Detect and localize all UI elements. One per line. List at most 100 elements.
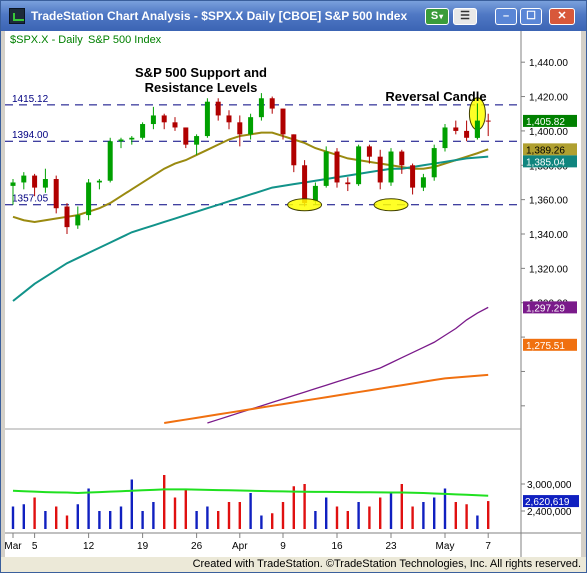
candle-body xyxy=(215,101,221,116)
last-value-label: 1,385.04 xyxy=(526,157,565,168)
volume-bar xyxy=(227,502,231,529)
candle-body xyxy=(269,98,275,109)
volume-bar xyxy=(357,502,360,529)
volume-bar xyxy=(389,493,393,529)
volume-bar xyxy=(422,502,425,529)
volume-bar xyxy=(400,484,403,529)
candle-body xyxy=(86,182,92,216)
window-title: TradeStation Chart Analysis - $SPX.X Dai… xyxy=(31,9,408,23)
footer-bar: Created with TradeStation. ©TradeStation… xyxy=(1,557,586,572)
volume-bar xyxy=(281,502,285,529)
volume-bar xyxy=(44,511,47,529)
candle-body xyxy=(96,180,102,183)
price-volume-chart[interactable]: $SPX.X - Daily S&P 500 Index 1415.12 1394… xyxy=(4,31,581,557)
time-tick-label: 19 xyxy=(137,541,149,552)
last-value-badge xyxy=(523,301,577,314)
volume-bar xyxy=(206,506,209,529)
volume-bar xyxy=(346,511,349,529)
symbol-label: $SPX.X - Daily xyxy=(10,34,83,46)
candle-body xyxy=(485,120,491,122)
candle-body xyxy=(356,146,362,185)
volume-bar xyxy=(76,504,79,529)
last-value-badge xyxy=(523,143,577,156)
volume-bar xyxy=(260,515,263,529)
volume-bar xyxy=(119,506,123,529)
volume-bar xyxy=(292,486,295,529)
volume-bar xyxy=(271,513,274,529)
last-value-label: 1,297.29 xyxy=(526,303,565,314)
chart-plot-area[interactable]: $SPX.X - Daily S&P 500 Index 1415.12 1394… xyxy=(4,31,581,557)
candle-body xyxy=(258,98,264,118)
minimize-icon[interactable]: – xyxy=(495,8,517,25)
time-tick-label: 5 xyxy=(32,541,38,552)
symbol-link-label: S xyxy=(430,10,439,22)
volume-bar xyxy=(163,475,166,529)
lines-menu-icon[interactable]: ☰ xyxy=(453,8,477,25)
last-value-label: 1,405.82 xyxy=(526,117,565,128)
volume-bar xyxy=(379,497,382,529)
candle-body xyxy=(280,108,286,135)
price-tick-label: 1,400.00 xyxy=(529,127,568,138)
candle-body xyxy=(366,146,372,157)
volume-bar xyxy=(411,506,414,529)
highlight-ellipse xyxy=(287,198,323,212)
candle-body xyxy=(129,137,135,140)
volume-bar xyxy=(184,488,187,529)
candle-body xyxy=(150,115,156,125)
time-tick-label: 9 xyxy=(280,541,286,552)
volume-bar xyxy=(325,497,328,529)
level-label: 1357.05 xyxy=(12,194,49,205)
candle-body xyxy=(431,148,437,178)
candle-body xyxy=(237,122,243,135)
moving-average-line xyxy=(12,155,489,302)
time-tick-label: May xyxy=(436,541,455,552)
candle-body xyxy=(32,175,38,188)
candle-body xyxy=(291,134,297,166)
volume-last-label: 2,620,619 xyxy=(525,497,570,508)
close-icon[interactable]: ✕ xyxy=(549,8,575,25)
candle-body xyxy=(226,115,232,123)
volume-bar xyxy=(98,511,101,529)
volume-bar xyxy=(433,497,436,529)
symbol-link-button[interactable]: S xyxy=(425,8,449,25)
candle-body xyxy=(410,165,416,188)
candle-body xyxy=(21,175,27,183)
volume-bar xyxy=(314,511,317,529)
time-tick-label: Mar xyxy=(5,541,22,552)
moving-average-line xyxy=(164,373,489,424)
candle-body xyxy=(399,151,405,166)
candle-body xyxy=(312,185,318,202)
volume-bar xyxy=(22,504,25,529)
time-tick-label: 23 xyxy=(385,541,397,552)
volume-tick-label: 3,000,000 xyxy=(527,480,572,491)
candle-body xyxy=(53,179,59,209)
time-tick-label: 12 xyxy=(83,541,95,552)
volume-bar xyxy=(443,488,447,529)
candle-body xyxy=(334,151,340,183)
price-tick-label: 1,420.00 xyxy=(529,93,568,104)
level-label: 1394.00 xyxy=(12,130,49,141)
candle-body xyxy=(453,127,459,131)
candle-body xyxy=(161,115,167,123)
volume-bar xyxy=(109,511,112,529)
candle-body xyxy=(107,141,113,181)
volume-bar xyxy=(65,515,69,529)
chart-background xyxy=(5,31,581,557)
volume-bar xyxy=(33,497,36,529)
candle-body xyxy=(118,139,124,142)
price-tick-label: 1,320.00 xyxy=(529,264,568,275)
volume-bar xyxy=(368,506,371,529)
candle-body xyxy=(172,122,178,128)
candle-body xyxy=(140,124,146,138)
volume-bar xyxy=(141,511,144,529)
support-resistance-annotation: Resistance Levels xyxy=(145,80,258,95)
price-tick-label: 1,440.00 xyxy=(529,58,568,69)
volume-bar xyxy=(11,506,15,529)
maximize-icon[interactable]: ☐ xyxy=(520,8,542,25)
volume-bar xyxy=(152,502,155,529)
title-bar[interactable]: TradeStation Chart Analysis - $SPX.X Dai… xyxy=(1,1,586,31)
volume-bar xyxy=(55,506,58,529)
candle-body xyxy=(377,156,383,183)
time-tick-label: 26 xyxy=(191,541,203,552)
